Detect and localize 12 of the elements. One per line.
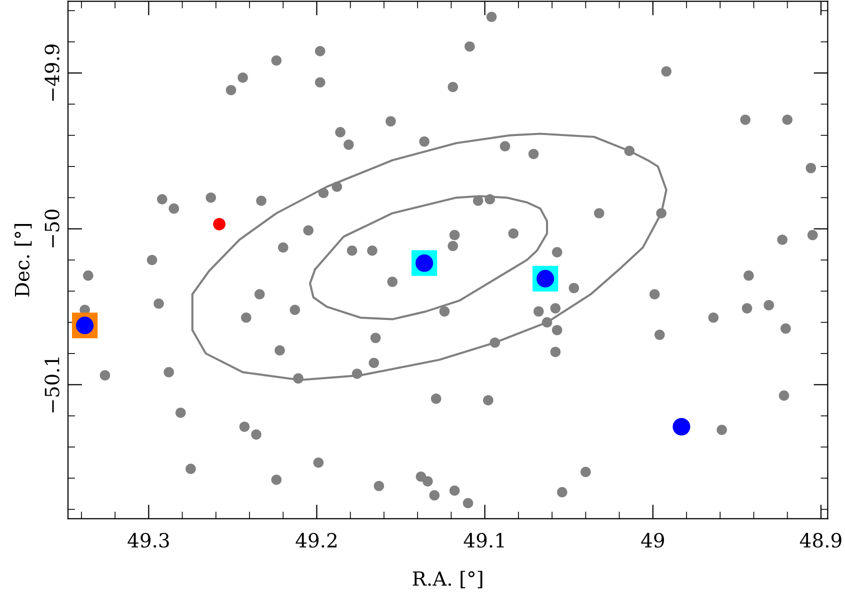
x-tick-label: 49.1 bbox=[464, 532, 504, 548]
y-axis-title: Dec. [°] bbox=[14, 224, 32, 297]
y-tick-label: −50.1 bbox=[44, 358, 60, 412]
x-tick-label: 48.9 bbox=[800, 532, 842, 548]
point bbox=[213, 218, 226, 230]
x-axis-title: R.A. [°] bbox=[412, 570, 482, 588]
point bbox=[672, 418, 690, 436]
x-tick-label: 49.2 bbox=[296, 532, 336, 548]
x-tick-label: 49 bbox=[641, 532, 664, 548]
y-tick-label: −49.9 bbox=[44, 44, 60, 101]
y-tick-label: −50 bbox=[44, 210, 60, 248]
x-tick-label: 49.3 bbox=[128, 532, 169, 548]
